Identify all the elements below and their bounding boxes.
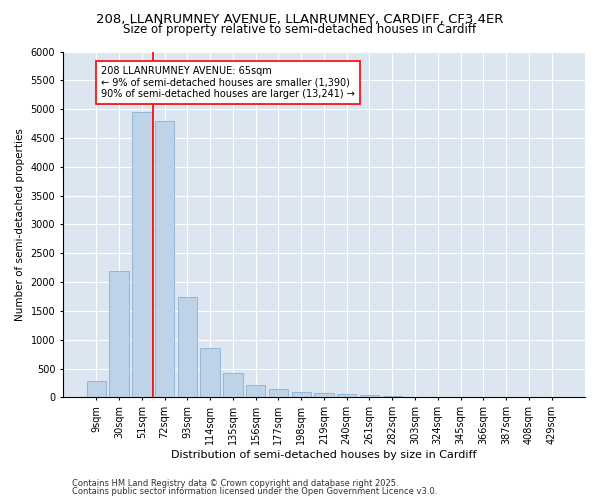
Bar [200, 348, 220, 398]
Bar [360, 396, 379, 398]
Bar [178, 296, 197, 398]
Bar [86, 382, 106, 398]
Bar [132, 112, 152, 398]
Bar [269, 389, 288, 398]
Text: Contains HM Land Registry data © Crown copyright and database right 2025.: Contains HM Land Registry data © Crown c… [72, 478, 398, 488]
Text: Size of property relative to semi-detached houses in Cardiff: Size of property relative to semi-detach… [124, 22, 476, 36]
Bar [155, 120, 175, 398]
X-axis label: Distribution of semi-detached houses by size in Cardiff: Distribution of semi-detached houses by … [171, 450, 477, 460]
Bar [383, 396, 402, 398]
Bar [314, 394, 334, 398]
Bar [337, 394, 356, 398]
Bar [246, 384, 265, 398]
Text: 208, LLANRUMNEY AVENUE, LLANRUMNEY, CARDIFF, CF3 4ER: 208, LLANRUMNEY AVENUE, LLANRUMNEY, CARD… [97, 12, 503, 26]
Y-axis label: Number of semi-detached properties: Number of semi-detached properties [15, 128, 25, 321]
Bar [109, 270, 129, 398]
Bar [223, 373, 242, 398]
Text: Contains public sector information licensed under the Open Government Licence v3: Contains public sector information licen… [72, 487, 437, 496]
Bar [406, 396, 425, 398]
Bar [292, 392, 311, 398]
Text: 208 LLANRUMNEY AVENUE: 65sqm
← 9% of semi-detached houses are smaller (1,390)
90: 208 LLANRUMNEY AVENUE: 65sqm ← 9% of sem… [101, 66, 355, 99]
